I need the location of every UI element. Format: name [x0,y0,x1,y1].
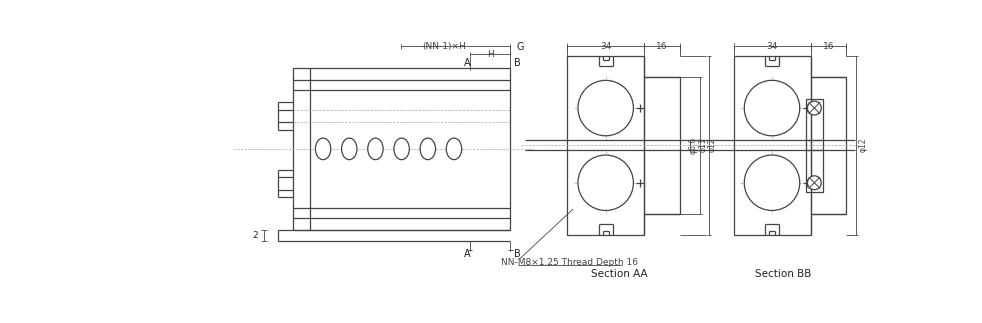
Text: φ6.6: φ6.6 [689,136,698,153]
Text: B: B [514,249,520,259]
Circle shape [578,155,633,211]
Text: 16: 16 [656,42,668,51]
Ellipse shape [446,138,462,160]
Circle shape [578,80,633,136]
Text: A: A [464,58,470,68]
Text: (NN-1)×H: (NN-1)×H [422,42,465,51]
Text: G: G [517,42,523,52]
Bar [568,56,644,235]
Text: 16: 16 [823,42,834,51]
Text: φ11: φ11 [698,138,707,152]
Circle shape [807,176,821,190]
Ellipse shape [394,138,409,160]
Bar [734,56,810,235]
Text: H: H [487,50,494,59]
Text: φ12: φ12 [707,138,717,152]
Ellipse shape [315,138,331,160]
Ellipse shape [367,138,383,160]
Bar [293,68,511,230]
Text: Section BB: Section BB [755,269,812,279]
Bar [806,99,823,192]
Text: NN-M8×1.25 Thread Depth 16: NN-M8×1.25 Thread Depth 16 [501,257,638,266]
Text: Section AA: Section AA [591,269,648,279]
Text: 34: 34 [766,42,778,51]
Ellipse shape [342,138,357,160]
Text: φ12: φ12 [858,138,867,152]
Bar [810,77,846,214]
Text: 2: 2 [252,231,258,240]
Text: A: A [464,249,470,259]
Text: B: B [514,58,520,68]
Circle shape [744,155,799,211]
Circle shape [744,80,799,136]
Bar [644,77,680,214]
Ellipse shape [420,138,435,160]
Circle shape [807,101,821,115]
Text: 34: 34 [600,42,612,51]
